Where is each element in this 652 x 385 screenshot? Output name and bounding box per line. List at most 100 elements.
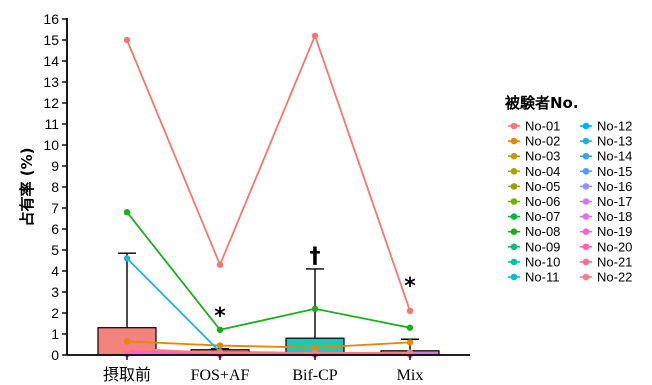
legend-item-No-02: No-02: [508, 134, 560, 149]
legend-swatch-dot: [510, 137, 518, 145]
legend-swatch-dot: [510, 122, 518, 130]
legend-label: No-15: [597, 164, 632, 179]
y-tick-label: 1: [51, 326, 59, 342]
point-No-08-4: [406, 324, 414, 331]
legend-swatch-dot: [510, 198, 518, 205]
series-lines: [123, 32, 414, 358]
series-line-No-13: [126, 257, 411, 355]
legend-item-No-20: No-20: [580, 239, 632, 254]
x-category-label: FOS+AF: [191, 367, 250, 384]
y-tick-label: 11: [44, 116, 59, 132]
annotation-2: *: [214, 304, 226, 329]
legend-swatch-dot: [582, 183, 590, 190]
y-tick-label: 15: [43, 32, 59, 48]
legend-swatch-dot: [582, 168, 590, 175]
legend-swatch-dot: [582, 137, 590, 145]
legend: 被験者No. No-01No-02No-03No-04No-05No-06No-…: [505, 94, 632, 285]
point-No-08-3: [311, 305, 319, 312]
point-No-01-3: [311, 32, 319, 39]
legend-label: No-11: [525, 270, 559, 285]
y-tick-label: 5: [51, 242, 59, 258]
series-line-No-01: [126, 33, 411, 312]
legend-swatch-dot: [582, 243, 590, 251]
legend-item-No-15: No-15: [580, 164, 632, 179]
annotation-3: †: [310, 244, 321, 269]
bar-group: [97, 252, 440, 356]
legend-swatch-dot: [582, 213, 590, 220]
y-tick-label: 7: [51, 200, 59, 216]
y-tick-label: 3: [51, 284, 59, 300]
significance-annotations: * † *: [214, 244, 416, 329]
legend-item-No-22: No-22: [580, 270, 632, 285]
x-category-label: Bif-CP: [292, 367, 337, 384]
x-category-label: 摂取前: [103, 366, 151, 384]
legend-label: No-03: [525, 149, 560, 164]
annotation-4: *: [404, 274, 416, 299]
legend-item-No-14: No-14: [580, 149, 632, 164]
legend-item-No-03: No-03: [508, 149, 560, 164]
legend-swatch-dot: [582, 122, 590, 130]
point-No-02-4: [406, 339, 414, 346]
legend-item-No-21: No-21: [580, 254, 632, 269]
legend-label: No-14: [597, 149, 632, 164]
point-No-08-2: [216, 326, 224, 333]
point-No-01-2: [216, 261, 224, 268]
legend-label: No-08: [525, 224, 560, 239]
point-No-22-1: [123, 345, 131, 352]
legend-swatch-dot: [582, 198, 590, 205]
legend-label: No-06: [525, 194, 560, 209]
legend-item-No-18: No-18: [580, 209, 632, 224]
legend-label: No-13: [597, 134, 632, 149]
y-tick-label: 6: [51, 221, 59, 237]
point-No-02-3: [311, 344, 319, 351]
series-line-No-08: [126, 211, 411, 331]
legend-swatch-dot: [582, 152, 590, 160]
y-tick-label: 10: [43, 137, 59, 153]
point-No-01-1: [123, 36, 131, 44]
legend-label: No-17: [597, 194, 632, 209]
legend-item-No-06: No-06: [508, 194, 560, 209]
point-No-02-2: [216, 342, 224, 349]
point-No-02-1: [123, 338, 131, 345]
y-axis-label: 占有率 (%): [18, 148, 36, 227]
series-line-No-22: [126, 347, 410, 354]
legend-swatch-dot: [510, 273, 518, 281]
y-tick-label: 8: [51, 179, 59, 195]
legend-swatch-dot: [510, 228, 518, 235]
legend-label: No-04: [525, 164, 560, 179]
legend-swatch-dot: [510, 258, 518, 266]
legend-item-No-04: No-04: [508, 164, 560, 179]
legend-item-No-16: No-16: [580, 179, 632, 194]
x-category-label: Mix: [397, 367, 424, 384]
legend-item-No-13: No-13: [580, 134, 632, 149]
legend-item-No-17: No-17: [580, 194, 632, 209]
legend-title: 被験者No.: [505, 94, 579, 112]
legend-swatch-dot: [582, 273, 590, 281]
y-tick-label: 13: [43, 74, 59, 90]
legend-label: No-20: [597, 239, 632, 254]
legend-item-No-11: No-11: [508, 270, 559, 285]
legend-label: No-12: [597, 119, 632, 134]
y-tick-label: 16: [43, 11, 59, 27]
legend-label: No-10: [525, 254, 560, 269]
legend-swatch-dot: [510, 213, 518, 220]
legend-swatch-dot: [582, 228, 590, 235]
y-tick-label: 0: [51, 347, 59, 363]
legend-label: No-02: [525, 134, 560, 149]
point-No-13-1: [123, 255, 131, 262]
legend-item-No-08: No-08: [508, 224, 560, 239]
legend-label: No-22: [597, 270, 632, 285]
legend-label: No-21: [597, 254, 632, 269]
legend-label: No-16: [597, 179, 632, 194]
legend-label: No-05: [525, 179, 560, 194]
legend-label: No-18: [597, 209, 632, 224]
legend-item-No-09: No-09: [508, 239, 560, 254]
series-line-No-19: [126, 350, 410, 355]
legend-item-No-05: No-05: [508, 179, 560, 194]
series-line-No-02: [126, 340, 411, 349]
y-tick-label: 9: [51, 158, 59, 174]
y-tick-label: 12: [43, 95, 59, 111]
legend-item-No-07: No-07: [508, 209, 560, 224]
